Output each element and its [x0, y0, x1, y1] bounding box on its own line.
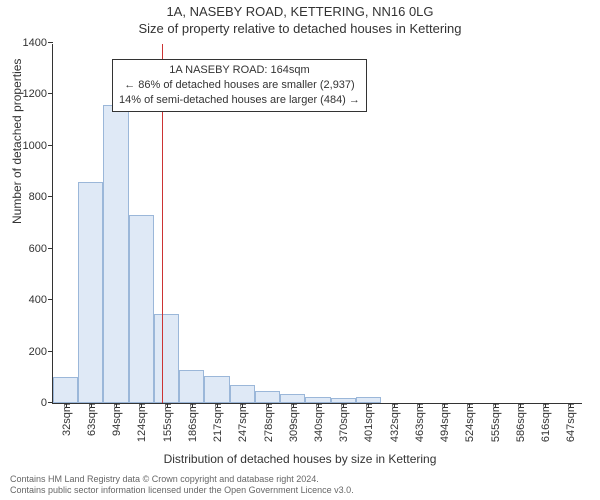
histogram-bar — [103, 105, 128, 403]
x-tick-label: 616sqm — [538, 403, 552, 442]
y-tick-mark — [48, 93, 53, 94]
y-tick-label: 1400 — [23, 37, 53, 49]
x-axis-label: Distribution of detached houses by size … — [0, 452, 600, 466]
y-tick-label: 800 — [29, 191, 53, 203]
histogram-bar — [78, 182, 103, 403]
y-tick-label: 400 — [29, 294, 53, 306]
x-tick-label: 647sqm — [563, 403, 577, 442]
chart-container: 1A, NASEBY ROAD, KETTERING, NN16 0LG Siz… — [0, 0, 600, 500]
y-tick-mark — [48, 248, 53, 249]
x-tick-label: 432sqm — [387, 403, 401, 442]
x-tick-label: 401sqm — [361, 403, 375, 442]
x-tick-label: 124sqm — [134, 403, 148, 442]
x-tick-label: 155sqm — [160, 403, 174, 442]
y-tick-mark — [48, 145, 53, 146]
x-tick-label: 94sqm — [109, 403, 123, 436]
annotation-line1: 1A NASEBY ROAD: 164sqm — [119, 63, 360, 78]
x-tick-label: 278sqm — [261, 403, 275, 442]
histogram-bar — [255, 391, 280, 403]
page-subtitle: Size of property relative to detached ho… — [0, 19, 600, 36]
y-tick-mark — [48, 42, 53, 43]
y-tick-label: 600 — [29, 243, 53, 255]
histogram-bar — [179, 370, 204, 403]
footer-line1: Contains HM Land Registry data © Crown c… — [10, 474, 354, 485]
histogram-bar — [230, 385, 255, 403]
y-tick-label: 1000 — [23, 140, 53, 152]
histogram-bar — [53, 377, 78, 403]
y-tick-mark — [48, 299, 53, 300]
x-tick-label: 309sqm — [286, 403, 300, 442]
footer: Contains HM Land Registry data © Crown c… — [10, 474, 354, 497]
histogram-bar — [154, 314, 179, 403]
x-tick-label: 63sqm — [84, 403, 98, 436]
histogram-bar — [280, 394, 305, 403]
annotation-line2: ← 86% of detached houses are smaller (2,… — [119, 78, 360, 93]
chart-area: 020040060080010001200140032sqm63sqm94sqm… — [52, 44, 582, 404]
y-tick-label: 200 — [29, 346, 53, 358]
x-tick-label: 32sqm — [59, 403, 73, 436]
y-tick-mark — [48, 196, 53, 197]
y-tick-mark — [48, 351, 53, 352]
x-tick-label: 370sqm — [336, 403, 350, 442]
x-tick-label: 555sqm — [488, 403, 502, 442]
x-tick-label: 586sqm — [513, 403, 527, 442]
page-title: 1A, NASEBY ROAD, KETTERING, NN16 0LG — [0, 0, 600, 19]
histogram-bar — [129, 215, 154, 403]
annotation-box: 1A NASEBY ROAD: 164sqm ← 86% of detached… — [112, 59, 367, 112]
y-tick-label: 0 — [41, 397, 53, 409]
x-tick-label: 217sqm — [210, 403, 224, 442]
x-tick-label: 524sqm — [462, 403, 476, 442]
x-tick-label: 340sqm — [311, 403, 325, 442]
x-tick-label: 463sqm — [412, 403, 426, 442]
x-tick-label: 494sqm — [437, 403, 451, 442]
histogram-bar — [204, 376, 229, 403]
footer-line2: Contains public sector information licen… — [10, 485, 354, 496]
annotation-line3: 14% of semi-detached houses are larger (… — [119, 93, 360, 108]
y-tick-label: 1200 — [23, 88, 53, 100]
x-tick-label: 186sqm — [185, 403, 199, 442]
x-tick-label: 247sqm — [235, 403, 249, 442]
